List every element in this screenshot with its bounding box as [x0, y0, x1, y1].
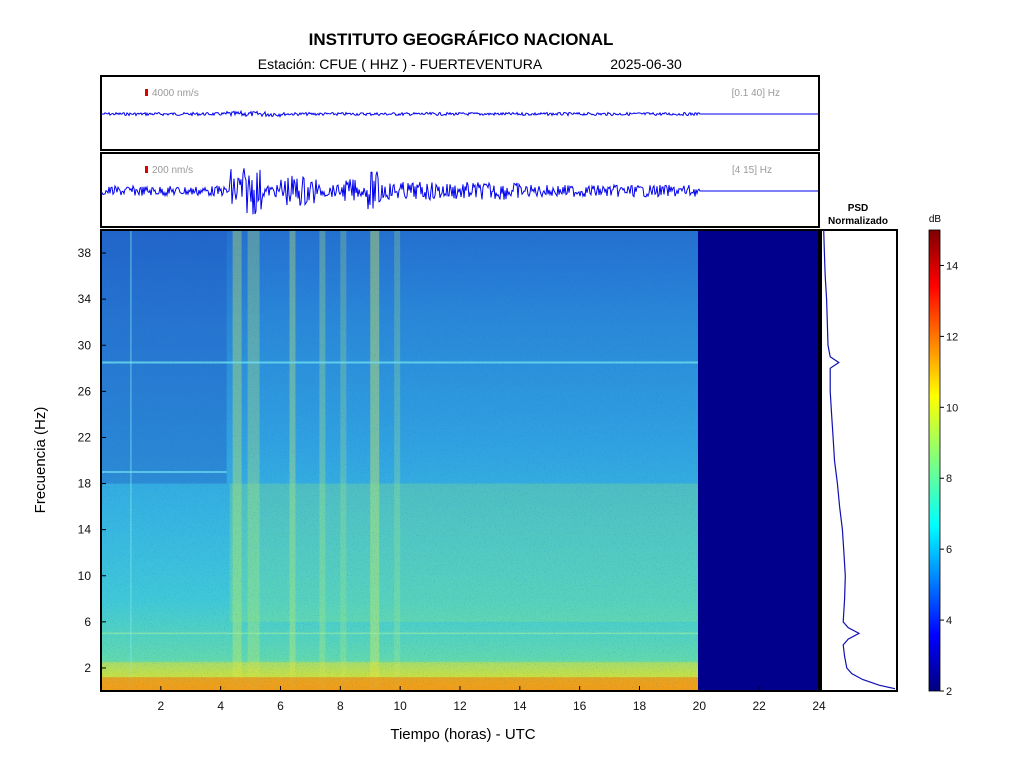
- x-tick-label: 8: [337, 699, 344, 713]
- y-tick-label: 10: [78, 569, 92, 583]
- x-tick-label: 18: [633, 699, 647, 713]
- spectrogram: 2 4 6 8 10 12 14 16 18 20 22 24 261014182226303438 …: [32, 229, 826, 743]
- psd-title-2: Normalizado: [828, 216, 888, 227]
- colorbar-tick-label: 8: [946, 473, 952, 485]
- x-tick-label: 20: [693, 699, 707, 713]
- x-tick-label: 14: [513, 699, 527, 713]
- y-tick-label: 38: [78, 246, 92, 260]
- trace-2-waveform: [100, 168, 818, 215]
- scale-bar-1: [145, 89, 148, 96]
- x-tick-label: 2: [157, 699, 164, 713]
- x-tick-label: 24: [812, 699, 826, 713]
- colorbar-tick-label: 6: [946, 544, 952, 556]
- spectrogram-no-data: [698, 230, 819, 691]
- y-tick-label: 26: [78, 384, 92, 398]
- trace-1-scale: 4000 nm/s: [152, 88, 199, 99]
- y-axis-label: Frecuencia (Hz): [32, 407, 49, 514]
- trace-1-band: [0.1 40] Hz: [732, 88, 780, 99]
- trace-1-waveform: [101, 109, 818, 118]
- y-tick-label: 14: [78, 523, 92, 537]
- colorbar-tick-label: 14: [946, 260, 958, 272]
- x-tick-label: 12: [453, 699, 467, 713]
- y-tick-label: 34: [78, 292, 92, 306]
- spectrogram-noise: [101, 230, 698, 691]
- date-label: 2025-06-30: [610, 56, 682, 72]
- y-tick-label: 6: [84, 615, 91, 629]
- trace-2-band: [4 15] Hz: [732, 165, 772, 176]
- colorbar-tick-label: 10: [946, 402, 958, 414]
- y-tick-label: 18: [78, 477, 92, 491]
- station-label: Estación: CFUE ( HHZ ) - FUERTEVENTURA: [258, 56, 543, 72]
- y-tick-label: 30: [78, 338, 92, 352]
- x-tick-label: 6: [277, 699, 284, 713]
- colorbar-tick-label: 4: [946, 615, 952, 627]
- colorbar-tick-label: 12: [946, 331, 958, 343]
- colorbar-tick-label: 2: [946, 686, 952, 698]
- trace-2-scale: 200 nm/s: [152, 165, 193, 176]
- chart-title: INSTITUTO GEOGRÁFICO NACIONAL: [309, 30, 614, 49]
- psd-title-1: PSD: [848, 203, 869, 214]
- x-tick-label: 4: [217, 699, 224, 713]
- psd-curve: [823, 229, 896, 690]
- x-tick-label: 10: [393, 699, 407, 713]
- colorbar-unit: dB: [929, 214, 942, 225]
- trace-panel-filtered: 200 nm/s [4 15] Hz: [100, 152, 820, 228]
- y-tick-label: 2: [84, 661, 91, 675]
- scale-bar-2: [145, 166, 148, 173]
- trace-panel-broadband: 4000 nm/s [0.1 40] Hz: [100, 75, 820, 151]
- colorbar-gradient: [928, 229, 941, 692]
- psd-panel: PSD Normalizado: [820, 203, 898, 692]
- x-axis-label: Tiempo (horas) - UTC: [390, 726, 535, 743]
- colorbar: dB 2 4 6 8 10 12 14: [928, 214, 958, 698]
- x-tick-label: 22: [752, 699, 766, 713]
- x-tick-label: 16: [573, 699, 587, 713]
- y-tick-label: 22: [78, 430, 92, 444]
